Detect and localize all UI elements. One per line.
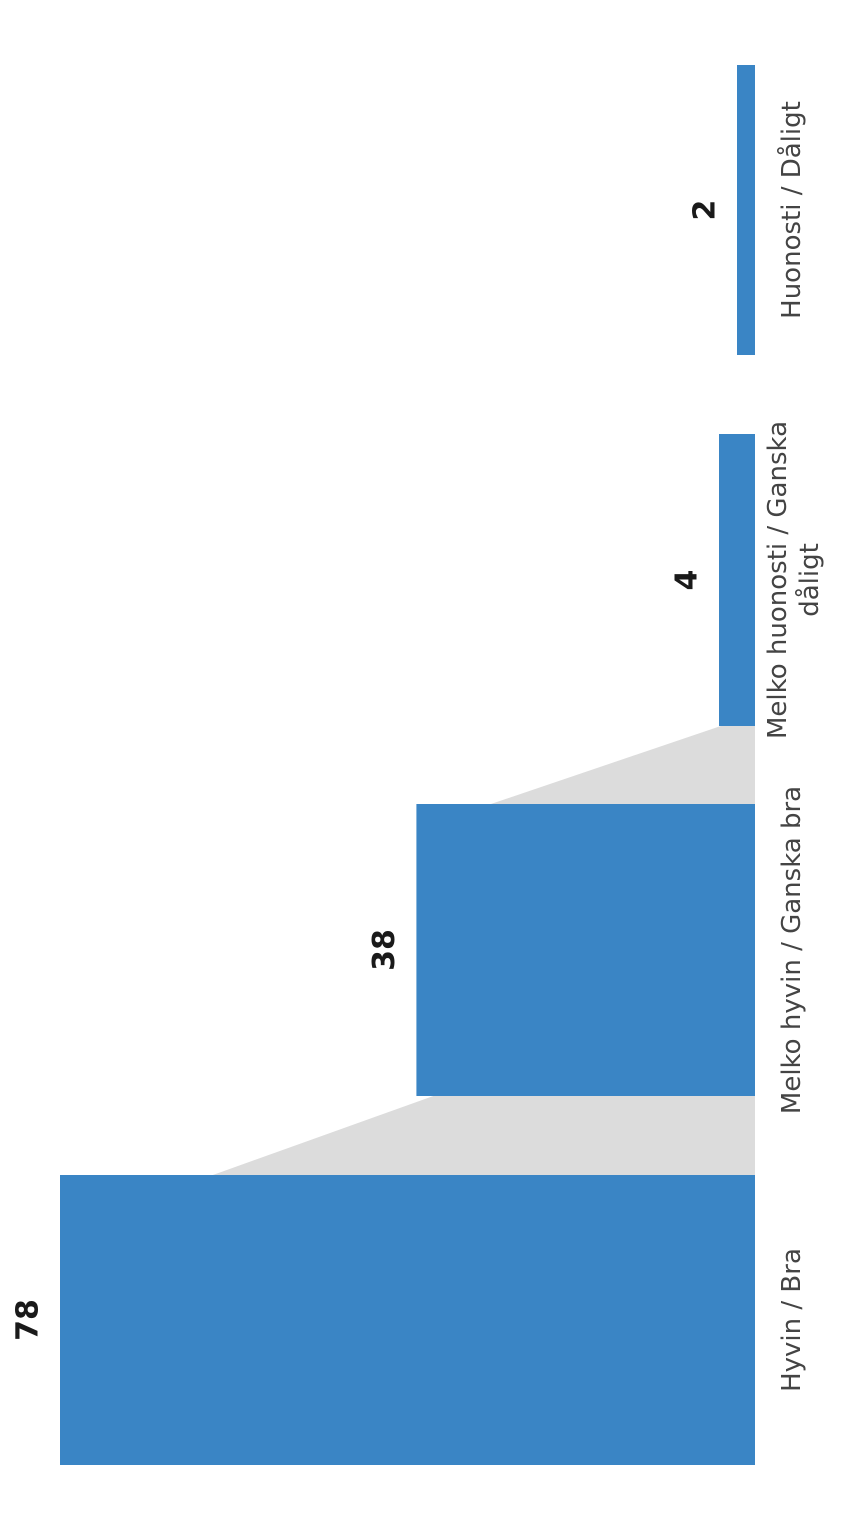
connector-layer bbox=[212, 726, 755, 1175]
category-label-line: Melko hyvin / Ganska bra bbox=[777, 786, 807, 1114]
bar-2 bbox=[416, 804, 755, 1096]
value-label-2: 38 bbox=[367, 929, 402, 971]
category-label-line: Melko huonosti / Ganska bbox=[763, 421, 793, 739]
bar-3 bbox=[719, 434, 755, 726]
category-label-line: Huonosti / Dåligt bbox=[776, 101, 807, 319]
labels-layer: 78 Hyvin / Bra 38 Melko hyvin / Ganska bra 4… bbox=[11, 101, 826, 1392]
category-label-1: Hyvin / Bra bbox=[777, 1248, 807, 1392]
value-label-4: 2 bbox=[688, 200, 723, 221]
bar-4 bbox=[737, 65, 755, 355]
category-label-line: dåligt bbox=[794, 543, 825, 617]
connector-shade-1 bbox=[212, 1096, 755, 1175]
bars-layer bbox=[60, 65, 755, 1465]
category-label-3: Melko huonosti / Ganskadåligt bbox=[763, 421, 825, 739]
bar-1 bbox=[60, 1175, 755, 1465]
category-label-line: Hyvin / Bra bbox=[777, 1248, 807, 1392]
category-label-4: Huonosti / Dåligt bbox=[776, 101, 807, 319]
connector-shade-2 bbox=[490, 726, 755, 804]
category-label-2: Melko hyvin / Ganska bra bbox=[777, 786, 807, 1114]
value-label-3: 4 bbox=[670, 570, 705, 591]
value-label-1: 78 bbox=[11, 1299, 46, 1341]
